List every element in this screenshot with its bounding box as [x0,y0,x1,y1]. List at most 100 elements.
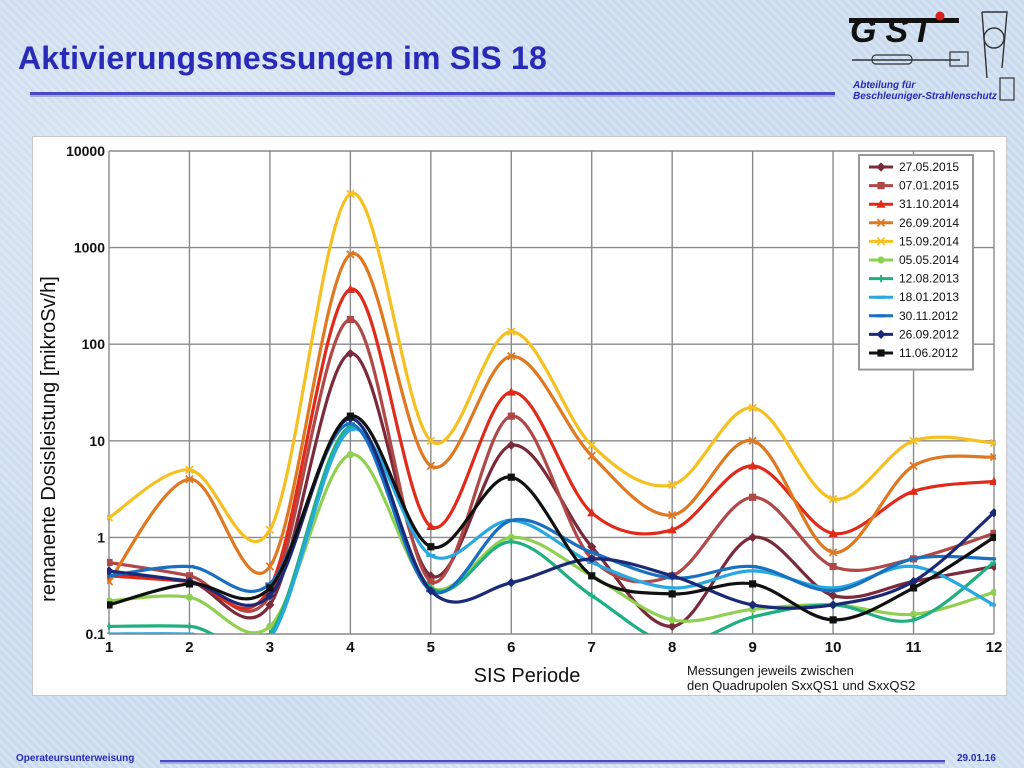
data-point [829,616,837,624]
data-point [107,577,114,586]
data-point [748,600,758,610]
legend-marker [876,162,886,172]
chart-xlabel: SIS Periode [474,665,581,687]
data-point [426,586,436,596]
data-point [828,590,838,601]
legend-label: 26.09.2014 [899,216,959,230]
data-point [749,580,757,588]
y-tick-label: 0.1 [86,626,106,642]
data-point [266,630,274,634]
data-point [107,622,113,630]
data-point [346,189,355,199]
data-point [908,557,919,561]
data-point [265,525,275,534]
gsi-logo: GSI [849,11,1015,101]
legend-marker [877,275,885,283]
data-point [667,571,677,581]
data-point [426,436,436,446]
data-point [748,569,758,573]
data-point [828,589,838,593]
data-point [909,584,918,592]
series-11.06.2012 [107,412,996,624]
chart-note-line2: den Quadrupolen SxxQS1 und SxxQS2 [687,678,915,693]
data-point [667,586,677,590]
x-tick-label: 2 [185,639,193,656]
data-point [748,461,758,470]
data-point [588,591,596,600]
data-point [506,578,516,588]
logo-subtitle-line1: Abteilung für [853,80,916,91]
data-point [507,473,515,481]
data-point [668,616,676,624]
legend-label: 11.06.2012 [899,346,958,360]
chart-legend: 27.05.2015 07.01.2015 31.10.2014 26.09.2014… [858,154,974,371]
data-point [989,603,996,607]
legend-marker [877,256,885,264]
data-point [587,440,596,450]
data-point [346,412,354,420]
y-tick-label: 100 [82,336,106,352]
legend-marker [876,237,886,246]
x-tick-label: 4 [346,639,355,656]
legend-marker [877,349,885,357]
chart-series [107,189,996,634]
data-point [507,327,516,336]
data-point [346,450,354,459]
plot-area [109,151,994,634]
data-point [909,610,918,618]
data-point [990,533,996,541]
data-point [107,513,114,522]
slide-title: Aktivierungsmessungen im SIS 18 [18,40,548,76]
data-point [989,508,996,518]
data-point [265,600,275,610]
footer-left-label: Operateursunterweisung [16,753,135,764]
series-26.09.2014 [107,250,996,586]
data-point [668,590,676,598]
data-point [107,566,114,576]
data-point [989,452,996,462]
data-point [185,465,194,475]
legend-marker [877,182,885,190]
legend-label: 30.11.2012 [899,309,958,323]
x-tick-label: 7 [588,639,596,656]
data-point [990,588,996,596]
y-tick-label: 10 [89,433,105,449]
data-point [990,529,996,538]
data-point [427,577,435,586]
footer-date: 29.01.16 [957,753,996,764]
data-point [507,412,515,420]
data-point [989,557,996,561]
data-point [346,250,355,259]
legend-label: 18.01.2013 [899,290,959,304]
logo-subtitle-line2: Beschleuniger-Strahlenschutz [853,91,997,102]
x-tick-label: 9 [748,639,756,656]
data-point [828,528,838,538]
y-tick-label: 1000 [74,240,105,256]
data-point [908,576,919,587]
data-point [107,574,114,578]
data-point [909,436,918,446]
data-point [908,486,919,495]
data-point [184,632,195,634]
data-point [185,572,194,580]
legend-marker [876,295,886,299]
data-point [749,613,757,621]
legend-marker [876,314,886,318]
data-point [748,436,757,446]
x-tick-label: 1 [105,639,113,656]
data-point [587,542,597,552]
title-underline [30,92,835,97]
data-point [426,553,436,557]
data-point [909,461,918,471]
data-point [828,494,838,504]
data-point [507,533,515,541]
data-point [507,352,516,361]
data-point [346,315,354,324]
chart-panel: 1 2 3 4 5 6 7 8 9 10 11 12 0.1 1 10 100 1000 10000 27.05.… [32,136,1007,696]
data-point [588,572,596,580]
chart-note-line1: Messungen jeweils zwischen [687,663,854,678]
data-point [749,493,757,501]
data-point [587,550,597,554]
data-point [427,543,435,551]
data-point [265,590,275,601]
